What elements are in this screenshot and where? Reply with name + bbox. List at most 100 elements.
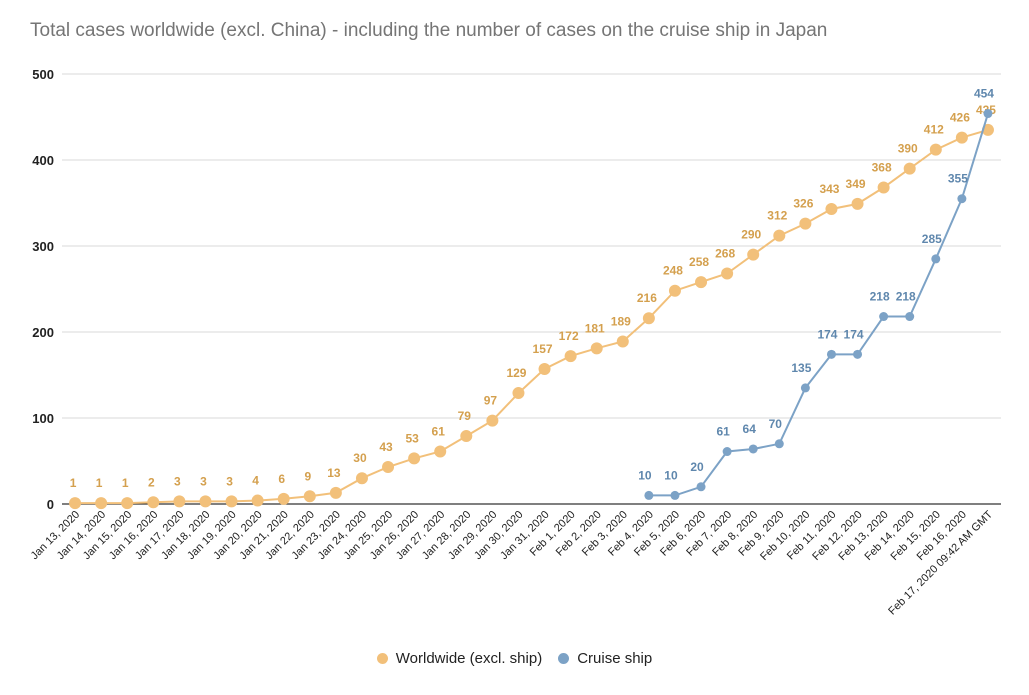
data-label: 10	[664, 468, 678, 482]
data-point	[747, 248, 760, 261]
data-point	[642, 312, 655, 325]
data-label: 290	[741, 228, 761, 242]
data-label: 43	[379, 440, 393, 454]
data-point	[748, 444, 758, 454]
data-label: 189	[611, 314, 631, 328]
data-point	[670, 490, 680, 500]
data-label: 349	[846, 177, 866, 191]
data-point	[355, 472, 368, 485]
data-point	[903, 162, 916, 175]
data-label: 3	[200, 474, 207, 488]
data-label: 64	[743, 422, 757, 436]
data-point	[173, 495, 186, 508]
data-label: 248	[663, 264, 683, 278]
data-label: 79	[458, 409, 472, 423]
data-label: 174	[844, 327, 864, 341]
data-point	[851, 197, 864, 210]
data-label: 13	[327, 466, 341, 480]
data-label: 70	[769, 417, 783, 431]
legend-label: Worldwide (excl. ship)	[395, 650, 543, 667]
data-point	[774, 439, 784, 449]
data-label: 216	[637, 291, 657, 305]
legend-item: Worldwide (excl. ship)	[376, 650, 543, 667]
data-point	[277, 492, 290, 505]
y-tick-label: 400	[32, 153, 54, 168]
data-point	[225, 495, 238, 508]
data-label: 53	[405, 431, 419, 445]
data-point	[251, 494, 264, 507]
data-label: 174	[817, 327, 837, 341]
data-point	[408, 452, 421, 465]
data-point	[668, 284, 681, 297]
data-label: 218	[870, 290, 890, 304]
data-label: 1	[70, 476, 77, 490]
data-point	[512, 387, 525, 400]
data-label: 355	[948, 172, 968, 186]
data-point	[721, 267, 734, 280]
data-label: 426	[950, 111, 970, 125]
data-point	[853, 349, 863, 359]
data-point	[199, 495, 212, 508]
data-label: 258	[689, 255, 709, 269]
data-label: 129	[506, 366, 526, 380]
chart-legend: Worldwide (excl. ship) Cruise ship	[0, 650, 1029, 667]
data-point	[590, 342, 603, 355]
data-point	[722, 447, 732, 457]
legend-label: Cruise ship	[577, 650, 653, 667]
data-point	[147, 496, 160, 509]
data-label: 326	[793, 197, 813, 211]
data-point	[460, 430, 473, 443]
data-label: 343	[819, 182, 839, 196]
data-label: 20	[690, 460, 704, 474]
y-tick-label: 500	[32, 67, 54, 82]
data-point	[800, 383, 810, 393]
y-tick-label: 0	[47, 497, 54, 512]
data-point	[826, 349, 836, 359]
data-label: 218	[896, 290, 916, 304]
data-label: 135	[791, 361, 811, 375]
y-tick-label: 100	[32, 411, 54, 426]
data-label: 30	[353, 451, 367, 465]
data-label: 157	[533, 342, 553, 356]
data-point	[303, 490, 316, 503]
chart-title: Total cases worldwide (excl. China) - in…	[30, 20, 828, 41]
data-point	[799, 217, 812, 230]
data-point	[121, 497, 134, 510]
data-point	[95, 497, 108, 510]
data-point	[957, 194, 967, 204]
data-point	[486, 414, 499, 427]
data-point	[879, 312, 889, 322]
data-point	[983, 109, 993, 119]
data-label: 3	[174, 474, 181, 488]
data-label: 412	[924, 123, 944, 137]
data-label: 9	[304, 469, 311, 483]
data-label: 390	[898, 142, 918, 156]
data-label: 61	[716, 425, 730, 439]
legend-swatch	[558, 653, 570, 664]
data-label: 10	[638, 468, 652, 482]
data-point	[877, 181, 890, 194]
data-label: 268	[715, 247, 735, 261]
data-label: 1	[122, 476, 129, 490]
data-point	[538, 362, 551, 375]
data-label: 368	[872, 161, 892, 175]
data-point	[382, 461, 395, 474]
data-point	[905, 312, 915, 322]
data-label: 285	[922, 232, 942, 246]
data-label: 172	[559, 329, 579, 343]
y-tick-label: 300	[32, 239, 54, 254]
data-label: 2	[148, 475, 155, 489]
data-point	[69, 497, 82, 510]
data-point	[955, 131, 968, 144]
data-label: 61	[432, 425, 446, 439]
data-point	[616, 335, 629, 348]
data-label: 3	[226, 474, 233, 488]
data-point	[644, 490, 654, 500]
data-point	[695, 276, 708, 289]
y-tick-label: 200	[32, 325, 54, 340]
data-point	[696, 482, 706, 492]
legend-item: Cruise ship	[558, 650, 652, 667]
data-point	[329, 486, 342, 499]
data-point	[825, 203, 838, 216]
